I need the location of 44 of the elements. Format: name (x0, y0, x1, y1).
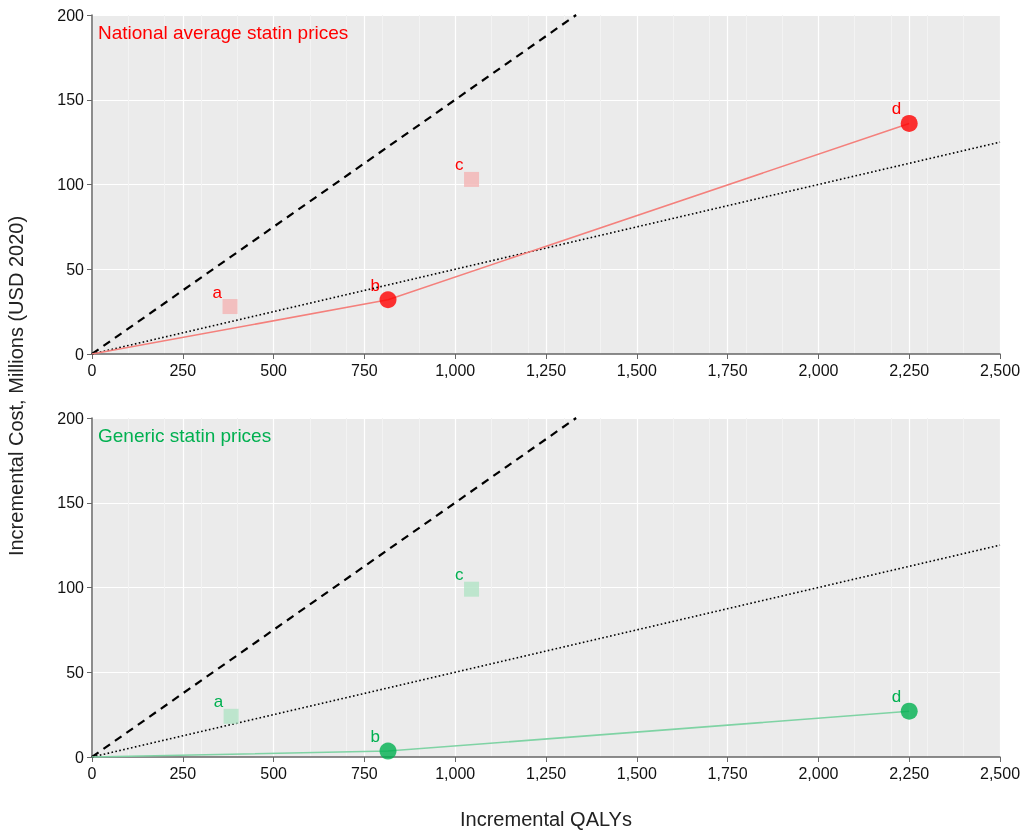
x-tick-label: 2,500 (979, 361, 1021, 379)
y-axis-title: Incremental Cost, Millions (USD 2020) (4, 215, 28, 557)
x-tick-label: 500 (260, 361, 288, 379)
x-tick-label: 2,250 (889, 764, 930, 782)
annotation: c (455, 155, 465, 175)
x-tick-label: 1,000 (435, 361, 476, 379)
chart-title: National average statin prices (98, 22, 349, 43)
x-axis-title: Incremental QALYs (460, 808, 632, 830)
y-tick-label: 50 (66, 260, 85, 278)
y-tick-label: 200 (57, 6, 85, 24)
annotation: b (370, 275, 381, 295)
chart-title: Generic statin prices (98, 425, 272, 446)
x-tick-label: 750 (351, 361, 378, 379)
y-tick-label: 0 (75, 748, 85, 766)
y-tick-label: 200 (57, 409, 85, 427)
y-tick-label: 150 (57, 91, 85, 109)
x-tick-label: 2,500 (979, 764, 1021, 782)
x-tick-label: 1,500 (616, 764, 657, 782)
y-tick-label: 100 (57, 579, 85, 596)
x-tick-label: 2,000 (798, 764, 839, 782)
annotation: c (455, 565, 465, 585)
x-tick-label: 1,250 (525, 361, 567, 379)
x-tick-label: 0 (87, 361, 97, 379)
y-tick-label: 50 (66, 663, 85, 681)
x-tick-label: 1,250 (525, 764, 567, 782)
y-tick-label: 150 (57, 494, 85, 512)
y-tick-label: 100 (57, 176, 85, 193)
x-tick-label: 1,750 (707, 361, 748, 379)
x-tick-label: 1,500 (616, 361, 657, 379)
y-tick-label: 0 (75, 345, 85, 363)
x-tick-label: 250 (169, 764, 197, 782)
annotation: a (212, 282, 223, 302)
annotation: a (213, 692, 224, 712)
x-tick-label: 1,000 (435, 764, 476, 782)
annotation: b (370, 727, 381, 747)
x-tick-label: 1,750 (707, 764, 748, 782)
x-tick-label: 2,000 (798, 361, 839, 379)
x-tick-label: 750 (351, 764, 378, 782)
x-tick-label: 250 (169, 361, 197, 379)
annotation: d (891, 687, 902, 707)
x-tick-label: 0 (87, 764, 97, 782)
annotation: d (891, 99, 902, 119)
x-tick-label: 2,250 (889, 361, 930, 379)
x-tick-label: 500 (260, 764, 288, 782)
